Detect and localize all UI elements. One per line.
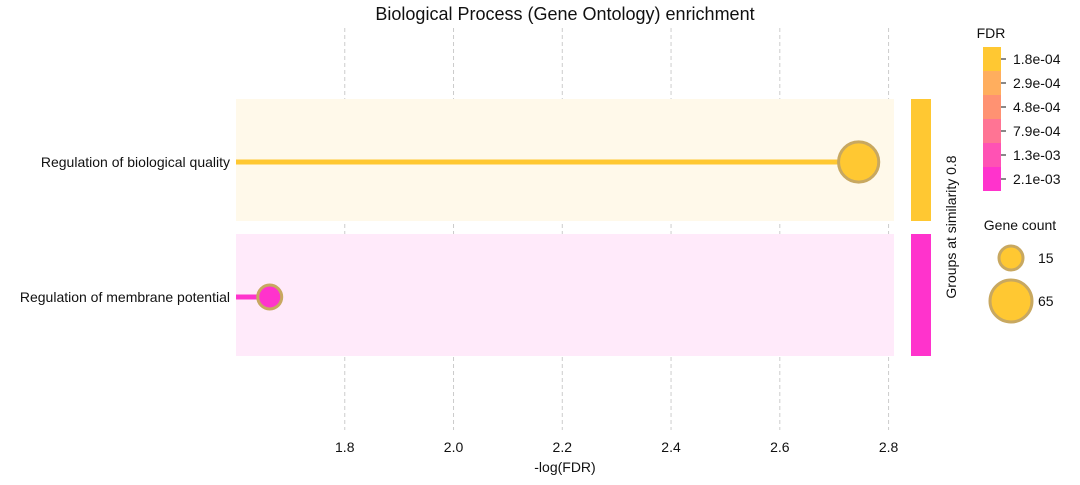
group-bar [911,99,931,221]
x-tick-label: 2.2 [553,439,573,455]
fdr-legend-swatch [983,71,1001,95]
size-legend-dot [997,244,1025,272]
fdr-legend-label: 4.8e-04 [1013,99,1061,115]
x-tick-label: 2.4 [661,439,681,455]
fdr-legend-label: 2.1e-03 [1013,171,1061,187]
x-tick-label: 2.6 [770,439,790,455]
term-dot [256,283,284,311]
x-axis-label: -log(FDR) [534,459,595,475]
term-dots [256,140,881,311]
term-bands [236,99,894,356]
size-legend-dot [988,278,1034,324]
fdr-legend: 1.8e-04 2.9e-04 4.8e-04 7.9e-04 1.3e-03 2.1e-… [983,47,1061,191]
fdr-legend-swatch [983,119,1001,143]
x-tick-label: 1.8 [335,439,355,455]
group-bars [911,99,931,356]
size-legend-label: 65 [1038,293,1054,309]
group-label: Groups at similarity 0.8 [943,155,959,298]
x-tick-label: 2.0 [444,439,464,455]
fdr-legend-title: FDR [977,25,1006,41]
term-labels: Regulation of biological quality Regulati… [20,154,230,305]
fdr-legend-swatch [983,143,1001,167]
fdr-legend-label: 1.8e-04 [1013,51,1061,67]
x-tick-label: 2.8 [879,439,899,455]
fdr-legend-swatch [983,95,1001,119]
term-band [236,234,894,356]
size-legend-label: 15 [1038,250,1054,266]
group-bar [911,234,931,356]
term-label: Regulation of biological quality [41,154,230,170]
size-legend-title: Gene count [984,217,1056,233]
x-tick-labels: 1.8 2.0 2.2 2.4 2.6 2.8 [335,439,898,455]
chart-title: Biological Process (Gene Ontology) enric… [375,4,754,24]
grid-lines [344,28,890,430]
fdr-legend-label: 7.9e-04 [1013,123,1061,139]
fdr-legend-swatch [983,167,1001,191]
fdr-legend-label: 2.9e-04 [1013,75,1061,91]
term-label: Regulation of membrane potential [20,289,230,305]
term-dot [837,140,881,184]
fdr-legend-label: 1.3e-03 [1013,147,1061,163]
fdr-legend-swatch [983,47,1001,71]
